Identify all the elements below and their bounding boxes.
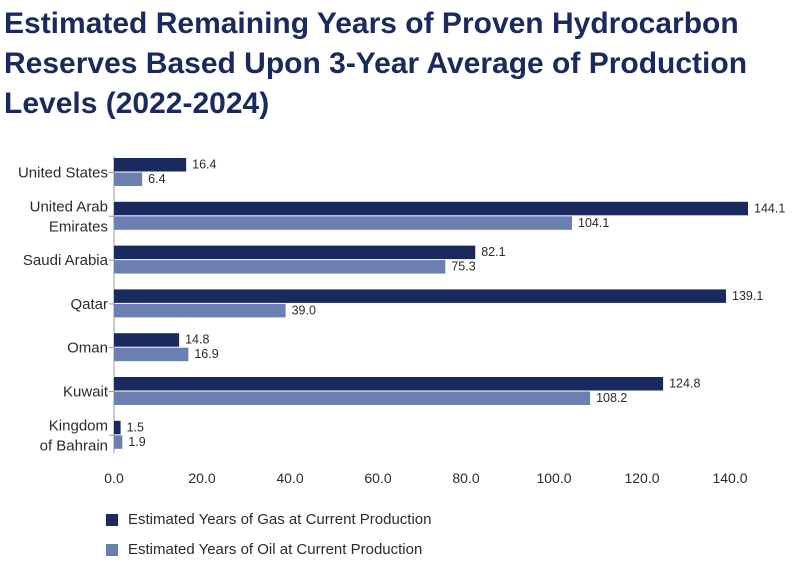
x-tick-label: 120.0 xyxy=(624,470,659,486)
chart-title: Estimated Remaining Years of Proven Hydr… xyxy=(4,7,748,120)
category-label: Oman xyxy=(67,340,108,357)
x-tick-label: 0.0 xyxy=(104,470,124,486)
data-label: 108.2 xyxy=(596,391,627,405)
legend-swatch-gas xyxy=(106,513,118,526)
x-tick-label: 80.0 xyxy=(452,470,479,486)
bar-oil xyxy=(114,216,573,230)
bar-oil xyxy=(114,347,189,362)
bar-oil xyxy=(114,172,143,186)
bar-gas xyxy=(114,245,476,260)
data-label: 14.8 xyxy=(185,333,209,347)
data-label: 39.0 xyxy=(292,303,316,317)
x-tick-label: 20.0 xyxy=(188,470,215,486)
data-label: 104.1 xyxy=(578,216,609,230)
data-label: 1.9 xyxy=(128,435,145,449)
bar-gas xyxy=(114,158,187,172)
category-label: Kingdom xyxy=(49,417,108,434)
data-label: 82.1 xyxy=(481,245,505,259)
legend-item-gas: Estimated Years of Gas at Current Produc… xyxy=(106,511,432,528)
category-label: of Bahrain xyxy=(40,437,108,454)
category-label: United Arab xyxy=(30,198,108,215)
category-label: Kuwait xyxy=(63,384,109,401)
data-label: 75.3 xyxy=(451,260,475,274)
legend-swatch-oil xyxy=(106,543,118,556)
bar-gas xyxy=(114,420,121,435)
x-tick-label: 140.0 xyxy=(712,470,747,486)
bar-oil xyxy=(114,303,286,318)
x-tick-label: 40.0 xyxy=(276,470,303,486)
category-label: Saudi Arabia xyxy=(23,252,109,269)
bar-gas xyxy=(114,201,749,216)
data-label: 6.4 xyxy=(148,172,165,186)
data-label: 139.1 xyxy=(732,289,763,303)
x-tick-label: 100.0 xyxy=(536,470,571,486)
legend-label-oil: Estimated Years of Oil at Current Produc… xyxy=(128,541,423,558)
data-label: 1.5 xyxy=(127,420,144,434)
bar-oil xyxy=(114,260,446,274)
category-label: Emirates xyxy=(49,218,108,235)
bar-oil xyxy=(114,435,123,449)
bar-gas xyxy=(114,333,180,347)
data-label: 144.1 xyxy=(754,201,785,215)
data-label: 124.8 xyxy=(669,377,700,391)
category-label: United States xyxy=(18,165,108,182)
data-label: 16.9 xyxy=(194,347,218,361)
category-label: Qatar xyxy=(70,296,108,313)
legend-label-gas: Estimated Years of Gas at Current Produc… xyxy=(128,511,432,528)
bar-oil xyxy=(114,391,591,405)
data-label: 16.4 xyxy=(192,158,216,172)
bar-gas xyxy=(114,377,664,391)
legend-item-oil: Estimated Years of Oil at Current Produc… xyxy=(106,541,422,558)
bar-gas xyxy=(114,289,727,303)
x-tick-label: 60.0 xyxy=(364,470,391,486)
